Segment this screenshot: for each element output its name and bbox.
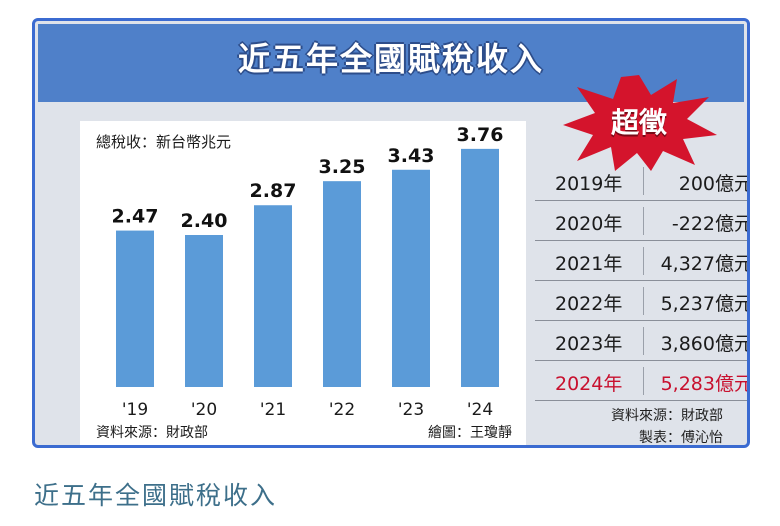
table-row: 2022年 5,237億元 [535, 281, 750, 321]
table-value: 3,860億元 [660, 333, 750, 355]
badge-label: 超徵 [610, 106, 667, 139]
table-year: 2023年 [555, 333, 623, 355]
infographic-card: 近五年全國賦稅收入 總稅收：新台幣兆元 2.47 '19 2.40 '20 2.87 '2… [32, 18, 750, 448]
bar-value-label: 3.25 [319, 156, 366, 178]
banner-title: 近五年全國賦稅收入 [237, 40, 544, 78]
bar-value-label: 2.40 [181, 210, 228, 232]
burst-polygon [563, 75, 717, 171]
x-tick-label: '22 [329, 400, 355, 420]
table-row: 2020年 -222億元 [535, 201, 750, 241]
bar [185, 235, 223, 387]
table-row: 2019年 200億元 [535, 161, 750, 201]
chart-source: 資料來源：財政部 [96, 425, 208, 441]
bar [392, 169, 430, 387]
table-year: 2024年 [555, 373, 623, 395]
bar [116, 230, 154, 387]
x-tick-label: '21 [260, 400, 286, 420]
table-year: 2022年 [555, 293, 623, 315]
table-source-block: 資料來源：財政部 製表：傅沁怡 [611, 405, 723, 446]
x-tick-label: '19 [122, 400, 148, 420]
burst-shape [563, 75, 717, 171]
table-row: 2023年 3,860億元 [535, 321, 750, 361]
bar-chart: 總稅收：新台幣兆元 2.47 '19 2.40 '20 2.87 '21 3.25 '22 3.… [96, 124, 512, 441]
x-tick-label: '24 [467, 400, 493, 420]
table-year: 2021年 [555, 253, 623, 275]
table-value: 4,327億元 [660, 253, 750, 275]
table-source: 資料來源：財政部 [611, 408, 723, 424]
bar [461, 148, 499, 387]
bar-value-label: 2.87 [250, 180, 297, 202]
table-value: 200億元 [678, 173, 750, 195]
title-banner: 近五年全國賦稅收入 [38, 24, 744, 102]
table-value: 5,283億元 [660, 373, 750, 395]
revenue-table: 2019年 200億元 2020年 -222億元 2021年 4,327億元 2… [535, 161, 750, 401]
table-value: -222億元 [671, 213, 750, 235]
table-year: 2020年 [555, 213, 623, 235]
overcollection-badge: 超徵 [559, 73, 719, 173]
table-row: 2021年 4,327億元 [535, 241, 750, 281]
x-tick-label: '20 [191, 400, 217, 420]
table-year: 2019年 [555, 173, 623, 195]
figure-caption: 近五年全國賦稅收入 [34, 481, 278, 510]
bar-value-label: 2.47 [112, 206, 159, 228]
y-axis-label: 總稅收：新台幣兆元 [96, 133, 231, 151]
chart-panel: 總稅收：新台幣兆元 2.47 '19 2.40 '20 2.87 '21 3.25 '22 3.… [80, 121, 526, 445]
x-tick-label: '23 [398, 400, 424, 420]
bar [323, 181, 361, 387]
table-row-highlight: 2024年 5,283億元 [535, 361, 750, 401]
table-value: 5,237億元 [660, 293, 750, 315]
table-credit: 製表：傅沁怡 [639, 430, 723, 446]
bar [254, 205, 292, 387]
bar-value-label: 3.43 [388, 145, 435, 167]
chart-credit: 繪圖：王瓊靜 [428, 424, 512, 441]
bar-value-label: 3.76 [457, 124, 504, 146]
